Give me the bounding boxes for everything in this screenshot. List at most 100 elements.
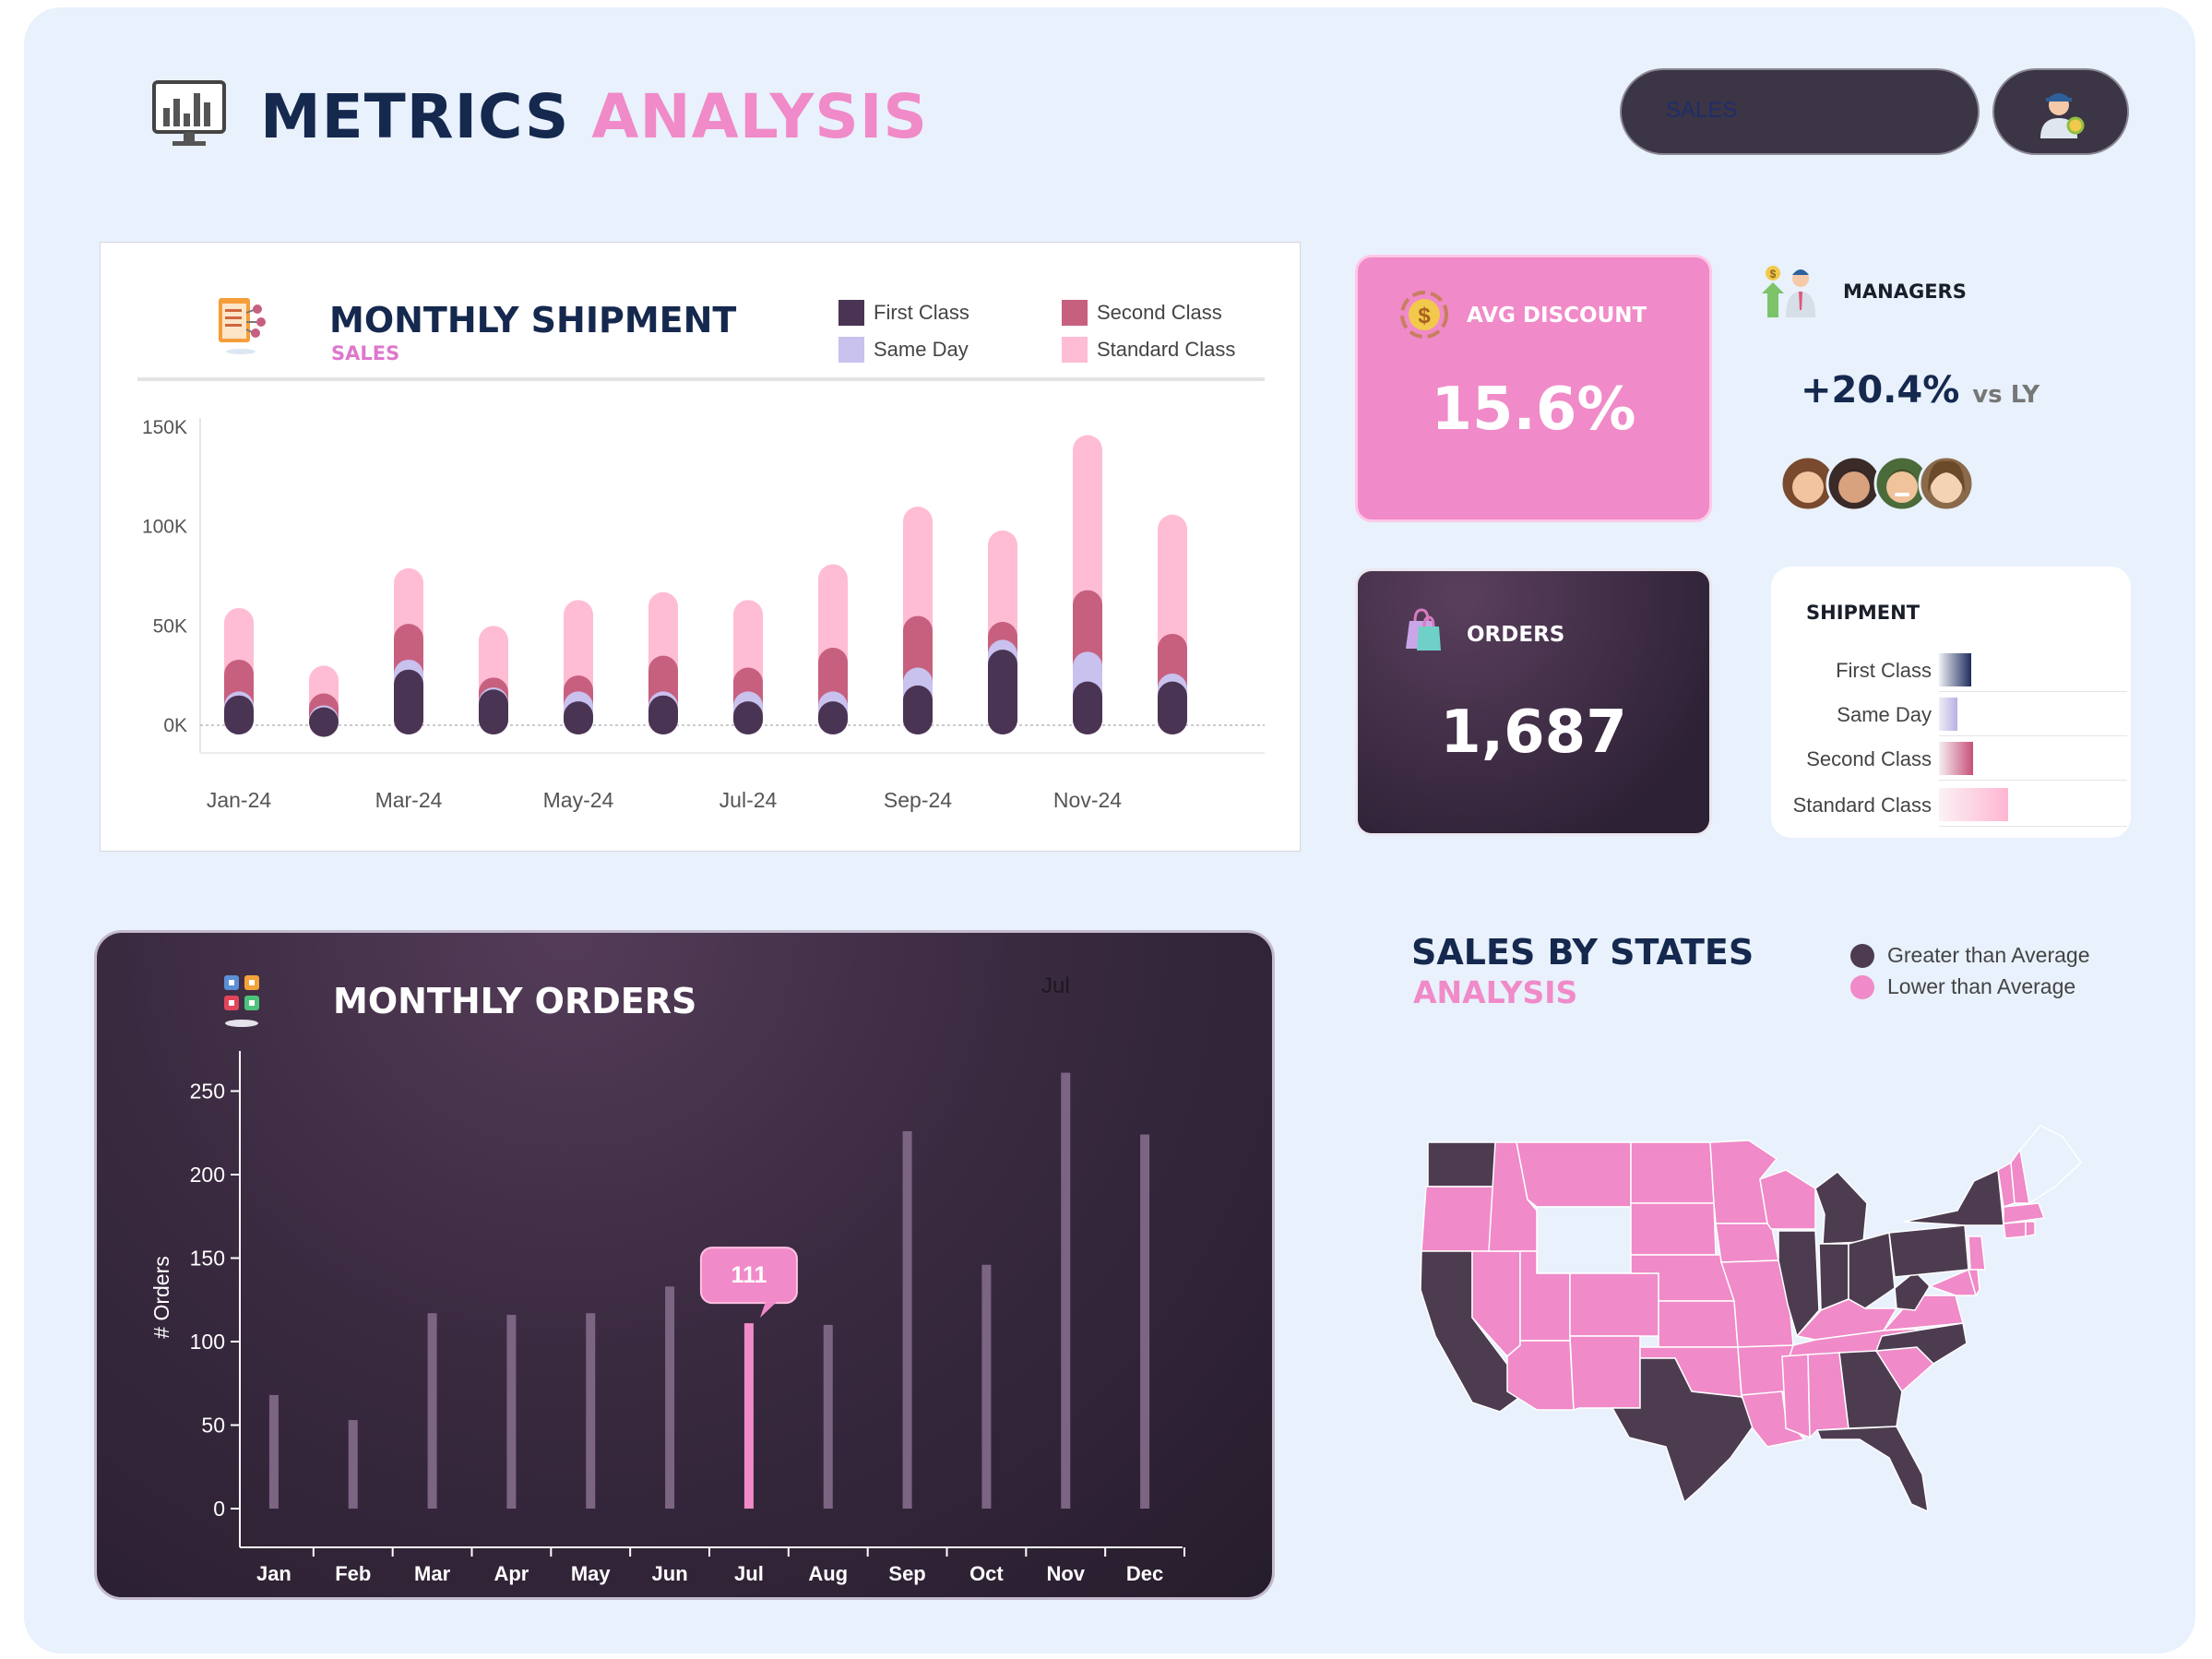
y-tick-label: 150 bbox=[190, 1247, 225, 1271]
bar-segment-first-class bbox=[1073, 681, 1102, 734]
hover-month-label: Jul bbox=[1041, 973, 1070, 998]
state-montana bbox=[1516, 1141, 1632, 1208]
shipment-row-label: Standard Class bbox=[1792, 794, 1932, 817]
y-tick-label: 100 bbox=[190, 1330, 225, 1354]
shipment-bar-stack bbox=[224, 607, 254, 734]
monthly-orders-card: MONTHLY ORDERS Jul 0 50 100 150 200 250 # Orde… bbox=[94, 930, 1275, 1600]
row-divider bbox=[1939, 780, 2127, 781]
y-tick-label: 50 bbox=[201, 1414, 225, 1438]
tooltip-pointer bbox=[759, 1302, 777, 1319]
shipment-breakdown-card: SHIPMENT First Class Same Day Second Cla… bbox=[1771, 567, 2131, 838]
manager-avatar bbox=[1825, 455, 1883, 512]
y-tick-label: 150K bbox=[142, 417, 187, 438]
shipment-bar-stack bbox=[1073, 435, 1102, 734]
manager-avatar-icon bbox=[2040, 93, 2085, 138]
page-title: METRICS ANALYSIS bbox=[260, 81, 928, 152]
orders-bar bbox=[665, 1286, 675, 1509]
shipment-bar-stack bbox=[903, 507, 933, 734]
avg-discount-card: $ AVG DISCOUNT 15.6% bbox=[1355, 255, 1712, 522]
state-north-dakota bbox=[1630, 1141, 1715, 1204]
state-kansas bbox=[1658, 1300, 1739, 1348]
managers-delta: +20.4% bbox=[1801, 369, 1960, 412]
manager-growth-icon: $ bbox=[1762, 266, 1815, 317]
shipment-bar-stack bbox=[988, 530, 1017, 734]
us-states-map[interactable] bbox=[1398, 1115, 2118, 1511]
orders-bar bbox=[1140, 1134, 1150, 1509]
state-maine bbox=[2019, 1125, 2082, 1205]
y-tick-label: 0 bbox=[213, 1497, 225, 1521]
shipment-row-same-day[interactable]: Same Day bbox=[1771, 694, 2131, 736]
bar-segment-first-class bbox=[224, 695, 254, 734]
state-wyoming bbox=[1536, 1206, 1632, 1274]
bar-segment-first-class bbox=[479, 689, 508, 734]
state-delaware bbox=[1968, 1269, 1980, 1297]
x-tick-label: Jan bbox=[256, 1562, 291, 1585]
bar-segment-first-class bbox=[903, 685, 933, 734]
legend-first-class[interactable]: First Class bbox=[838, 300, 969, 326]
shipment-row-label: Same Day bbox=[1837, 703, 1932, 726]
apps-grid-icon bbox=[224, 975, 259, 1027]
orders-label: ORDERS bbox=[1467, 623, 1565, 647]
state-new-york bbox=[1903, 1168, 2004, 1226]
shipment-bar-stack bbox=[564, 600, 593, 734]
tooltip-box bbox=[699, 1247, 798, 1305]
orders-bar bbox=[586, 1313, 596, 1509]
row-divider bbox=[1939, 826, 2127, 827]
bar-segment-first-class bbox=[648, 695, 678, 734]
x-tick-label: Apr bbox=[494, 1562, 529, 1585]
monthly-shipment-chart: 0K 50K 100K 150K Jan-24 Mar-24 May-24 Jul-24 Sep… bbox=[142, 417, 1265, 812]
legend-second-class[interactable]: Second Class bbox=[1062, 300, 1222, 326]
state-pennsylvania bbox=[1888, 1224, 1969, 1278]
state-wisconsin bbox=[1759, 1169, 1816, 1230]
row-divider bbox=[1939, 735, 2127, 736]
user-profile-button[interactable] bbox=[1992, 68, 2129, 155]
x-tick-label: Sep-24 bbox=[884, 788, 952, 812]
state-iowa bbox=[1715, 1223, 1779, 1263]
manager-avatars[interactable] bbox=[1780, 452, 2002, 513]
legend-same-day[interactable]: Same Day bbox=[838, 337, 969, 363]
shipment-bar-stack bbox=[818, 564, 848, 734]
x-tick-label: Sep bbox=[888, 1562, 925, 1585]
orders-card: ORDERS 1,687 bbox=[1355, 568, 1712, 836]
state-new-jersey bbox=[1968, 1235, 1986, 1271]
svg-text:$: $ bbox=[1418, 304, 1431, 328]
shipment-row-first-class[interactable]: First Class bbox=[1771, 650, 2131, 692]
shipment-breakdown-title: SHIPMENT bbox=[1806, 602, 1921, 624]
state-mississippi bbox=[1781, 1354, 1811, 1439]
avg-discount-label: AVG DISCOUNT bbox=[1467, 304, 1647, 328]
sales-nav-button[interactable]: SALES bbox=[1620, 68, 1980, 155]
shipment-row-second-class[interactable]: Second Class bbox=[1771, 738, 2131, 781]
shipment-row-bar bbox=[1939, 788, 2008, 821]
legend-standard-class[interactable]: Standard Class bbox=[1062, 337, 1235, 363]
shipment-bar-stack bbox=[648, 591, 678, 734]
state-connecticut bbox=[2003, 1221, 2027, 1239]
state-georgia bbox=[1838, 1350, 1903, 1429]
state-colorado bbox=[1569, 1272, 1659, 1337]
managers-label: MANAGERS bbox=[1843, 280, 1967, 303]
x-tick-label: Nov bbox=[1046, 1562, 1085, 1585]
x-tick-label: Jun bbox=[652, 1562, 688, 1585]
row-divider bbox=[1939, 691, 2127, 692]
manager-avatar bbox=[1873, 455, 1931, 512]
orders-bar bbox=[268, 1394, 279, 1509]
shipment-bar-stack bbox=[479, 626, 508, 734]
orders-bar bbox=[902, 1130, 912, 1509]
state-oregon bbox=[1421, 1186, 1496, 1252]
avg-discount-value: 15.6% bbox=[1431, 376, 1636, 444]
shipment-bar-stack bbox=[733, 600, 763, 734]
y-tick-label: 100K bbox=[142, 517, 187, 538]
x-tick-label: Jul bbox=[734, 1562, 764, 1585]
y-axis-label: # Orders bbox=[149, 1256, 173, 1338]
orders-bar bbox=[1061, 1072, 1071, 1509]
bar-segment-first-class bbox=[564, 701, 593, 734]
orders-bar bbox=[506, 1315, 517, 1509]
monitor-bar-chart-icon bbox=[152, 80, 226, 146]
orders-bar bbox=[743, 1323, 754, 1509]
legend-lower-label: Lower than Average bbox=[1887, 974, 2076, 998]
shipment-bar-stack bbox=[1158, 514, 1187, 734]
orders-bar bbox=[981, 1264, 992, 1509]
orders-bar bbox=[348, 1420, 358, 1509]
legend-lower-than-average[interactable]: Lower than Average bbox=[1850, 974, 2075, 999]
shipment-row-standard-class[interactable]: Standard Class bbox=[1771, 784, 2131, 827]
legend-greater-than-average[interactable]: Greater than Average bbox=[1850, 943, 2090, 968]
